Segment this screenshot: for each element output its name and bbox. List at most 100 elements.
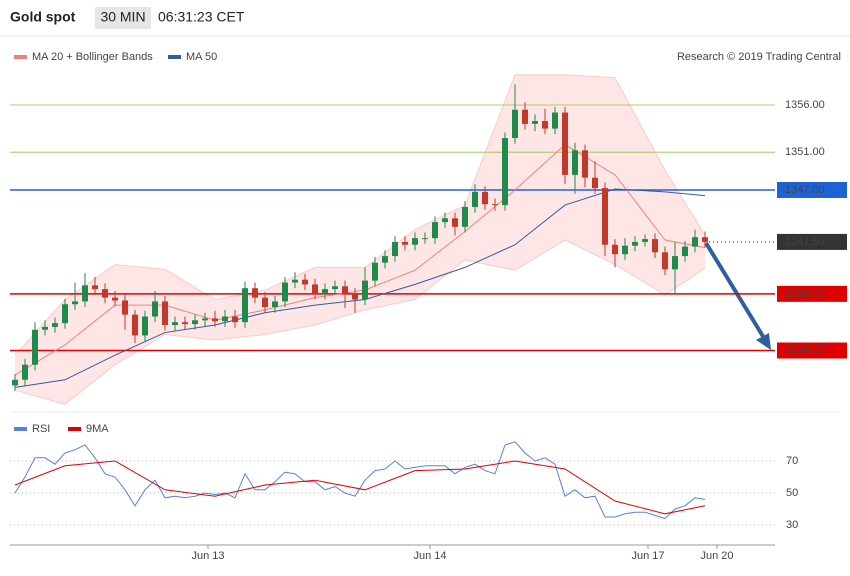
candle-body (252, 288, 258, 298)
plot: 1356.00 1351.00 1347.00 1341.50 1336.00 1330.… (10, 51, 847, 562)
candle-body (692, 237, 698, 247)
candle-body (592, 177, 598, 189)
candle-body (132, 314, 138, 336)
candle-body (142, 316, 148, 336)
rsi-line (14, 460, 706, 515)
legend-swatch (68, 427, 81, 431)
candle-body (212, 318, 218, 322)
legend-swatch (14, 55, 27, 59)
candle-body (532, 121, 538, 124)
bollinger-lower (14, 239, 706, 405)
candle-body (702, 237, 708, 242)
x-tick-label: Jun 13 (191, 550, 224, 562)
candle-body (102, 289, 108, 298)
candle-body (422, 238, 428, 240)
candle-body (452, 218, 458, 227)
candle-body (162, 301, 168, 326)
candle-body (202, 318, 208, 321)
candle-body (492, 204, 498, 206)
candle-body (462, 206, 468, 227)
candle-body (272, 301, 278, 308)
interval-box[interactable] (95, 7, 151, 29)
legend-swatch (14, 427, 27, 431)
candle-body (22, 364, 28, 380)
candle-body (632, 241, 638, 246)
candle-body (282, 282, 288, 302)
candle-body (342, 286, 348, 294)
candle-body (392, 241, 398, 257)
candle-body (92, 285, 98, 290)
candle-body (602, 188, 608, 245)
candle-body (582, 150, 588, 178)
candle-body (552, 112, 558, 129)
x-tick-label: Jun 20 (700, 550, 733, 562)
candle-body (352, 293, 358, 300)
candle-body (312, 284, 318, 294)
candle-body (12, 379, 18, 386)
level-label: 1351.00 (785, 146, 825, 158)
candle-body (442, 218, 448, 223)
x-tick-label: Jun 14 (413, 550, 446, 562)
time: 06:31:23 CET (158, 9, 245, 25)
candle-body (432, 222, 438, 239)
forecast-arrow (704, 241, 766, 340)
candle-body (502, 138, 508, 206)
candle-body (112, 297, 118, 301)
rsi-line (14, 441, 706, 520)
level-label: 1341.50 (785, 236, 825, 248)
candle-body (42, 326, 48, 330)
candle-body (302, 279, 308, 285)
bollinger-upper (14, 74, 706, 356)
candle-body (512, 109, 518, 139)
candle-body (72, 301, 78, 305)
candle-body (292, 279, 298, 283)
level-label: 1330.00 (785, 344, 825, 356)
interval[interactable]: 30 MIN (100, 9, 145, 25)
candle-body (242, 288, 248, 323)
candle-body (372, 262, 378, 281)
legend-label: RSI (32, 423, 50, 435)
legend-swatch (168, 55, 181, 59)
level-label: 1336.00 (785, 288, 825, 300)
candle-body (652, 239, 658, 253)
y-tick-label: 30 (786, 519, 798, 531)
credit: Research © 2019 Trading Central (677, 51, 841, 63)
candle-body (222, 316, 228, 322)
candle-body (262, 297, 268, 308)
level-tag (777, 342, 847, 359)
candle-body (672, 256, 678, 270)
y-tick-label: 50 (786, 487, 798, 499)
forecast-arrowhead (756, 333, 771, 350)
candle-body (332, 286, 338, 290)
candle-body (172, 322, 178, 326)
candle-body (612, 244, 618, 255)
bollinger-band (15, 74, 705, 405)
candle-body (472, 191, 478, 207)
candle-body (622, 245, 628, 255)
candle-body (152, 301, 158, 317)
candle-body (82, 285, 88, 302)
y-tick-label: 70 (786, 455, 798, 467)
candle-body (662, 252, 668, 270)
candle-body (32, 329, 38, 365)
candle-body (322, 289, 328, 294)
candle-body (232, 316, 238, 323)
candle-body (62, 304, 68, 324)
level-tag (777, 233, 847, 250)
candle-body (192, 320, 198, 325)
candle-body (122, 300, 128, 315)
level-tag (777, 285, 847, 302)
legend-label: 9MA (86, 423, 109, 435)
level-label: 1347.00 (785, 184, 825, 196)
candle-body (522, 109, 528, 124)
candle-body (52, 323, 58, 327)
candle-body (562, 112, 568, 175)
legend-label: MA 50 (186, 51, 217, 63)
candle-body (642, 239, 648, 242)
level-tag (777, 181, 847, 198)
candle-body (382, 256, 388, 263)
candle-body (182, 322, 188, 325)
candle-body (412, 238, 418, 245)
title: Gold spot (10, 9, 76, 25)
